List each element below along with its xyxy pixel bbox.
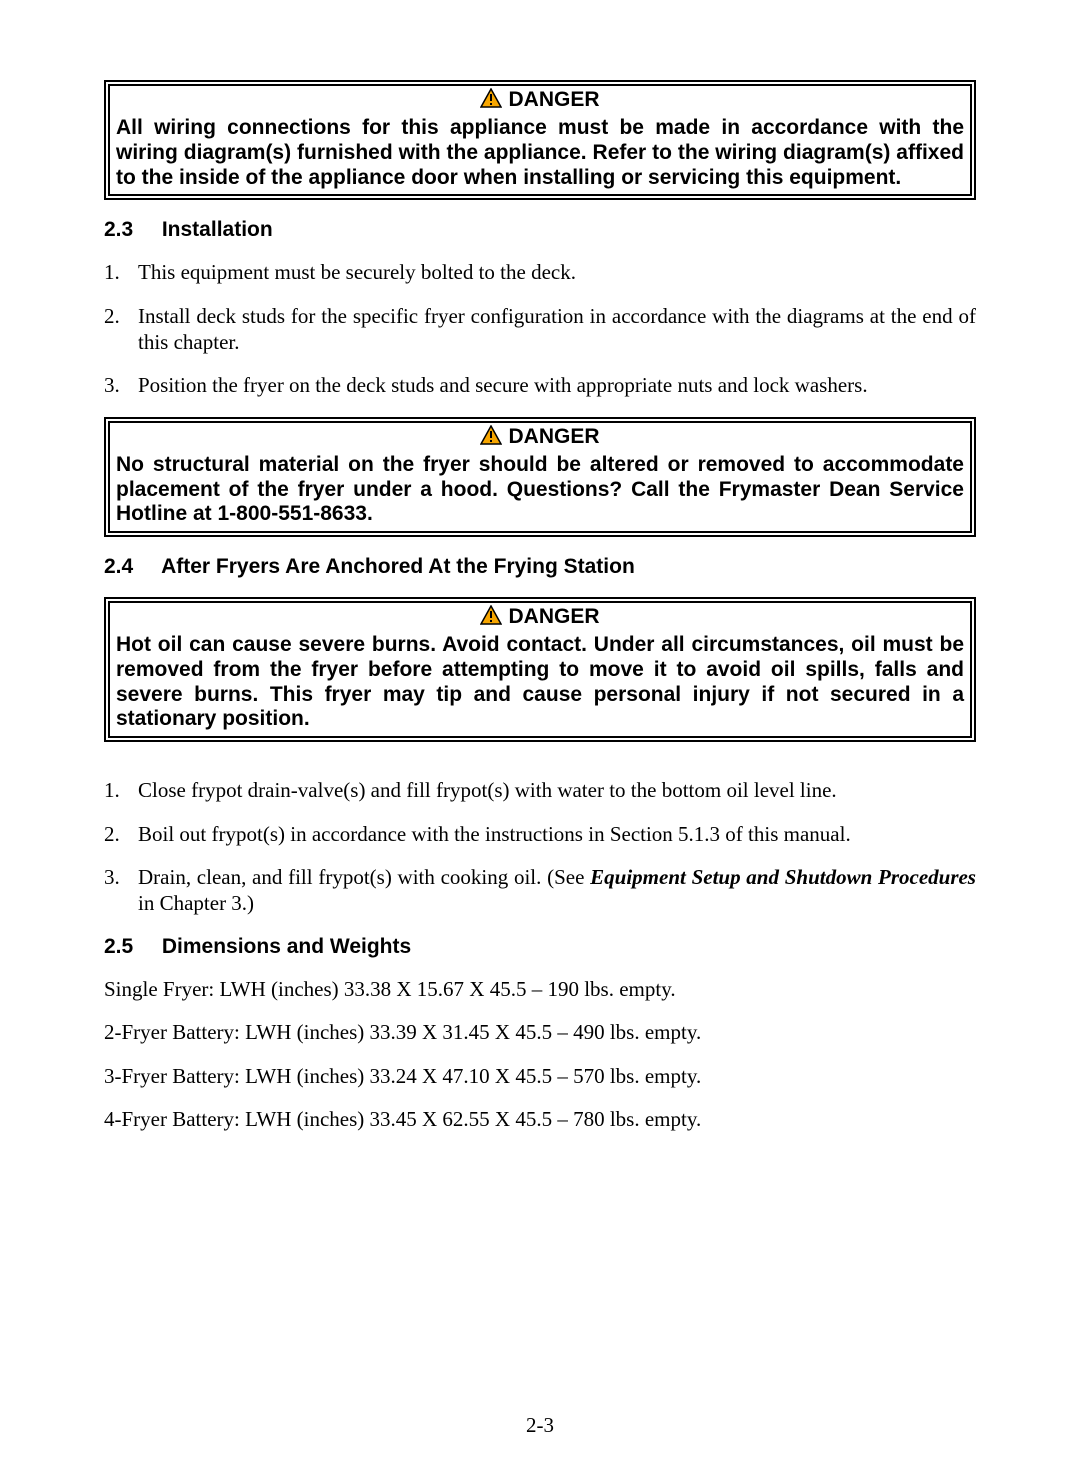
section-2-3-number: 2.3 (104, 218, 156, 242)
danger-header-3: DANGER (116, 605, 964, 631)
danger-box-3: DANGER Hot oil can cause severe burns. A… (104, 597, 976, 742)
dimension-row: Single Fryer: LWH (inches) 33.38 X 15.67… (104, 977, 976, 1003)
dimension-row: 4-Fryer Battery: LWH (inches) 33.45 X 62… (104, 1107, 976, 1133)
list-item: Drain, clean, and fill frypot(s) with co… (104, 865, 976, 916)
warning-triangle-icon (480, 88, 502, 114)
section-2-5-number: 2.5 (104, 935, 156, 959)
page: DANGER All wiring connections for this a… (0, 0, 1080, 1478)
danger-header-2: DANGER (116, 425, 964, 451)
section-2-4-title: After Fryers Are Anchored At the Frying … (161, 555, 635, 578)
list-item: Close frypot drain-valve(s) and fill fry… (104, 778, 976, 804)
list-item-text-a: Drain, clean, and fill frypot(s) with co… (138, 865, 590, 889)
section-2-4-heading: 2.4 After Fryers Are Anchored At the Fry… (104, 555, 976, 579)
danger-label-3: DANGER (508, 605, 599, 628)
danger-label-2: DANGER (508, 425, 599, 448)
warning-triangle-icon (480, 425, 502, 451)
list-item: Install deck studs for the specific frye… (104, 304, 976, 355)
section-2-4-list: Close frypot drain-valve(s) and fill fry… (104, 778, 976, 916)
list-item: This equipment must be securely bolted t… (104, 260, 976, 286)
danger-label-1: DANGER (508, 88, 599, 111)
emphasis-reference: Equipment Setup and Shutdown Procedures (590, 865, 976, 889)
section-2-3-title: Installation (162, 218, 273, 241)
page-number: 2-3 (104, 1413, 976, 1438)
danger-box-2: DANGER No structural material on the fry… (104, 417, 976, 537)
danger-text-2: No structural material on the fryer shou… (116, 453, 964, 527)
section-2-3-heading: 2.3 Installation (104, 218, 976, 242)
dimension-row: 3-Fryer Battery: LWH (inches) 33.24 X 47… (104, 1064, 976, 1090)
danger-box-1: DANGER All wiring connections for this a… (104, 80, 976, 200)
danger-text-3: Hot oil can cause severe burns. Avoid co… (116, 633, 964, 732)
list-item: Position the fryer on the deck studs and… (104, 373, 976, 399)
section-2-3-list: This equipment must be securely bolted t… (104, 260, 976, 398)
list-item-text-b: in Chapter 3.) (138, 891, 254, 915)
warning-triangle-icon (480, 605, 502, 631)
danger-header-1: DANGER (116, 88, 964, 114)
section-2-5-title: Dimensions and Weights (162, 935, 411, 958)
dimension-row: 2-Fryer Battery: LWH (inches) 33.39 X 31… (104, 1020, 976, 1046)
list-item: Boil out frypot(s) in accordance with th… (104, 822, 976, 848)
danger-text-1: All wiring connections for this applianc… (116, 116, 964, 190)
section-2-4-number: 2.4 (104, 555, 156, 579)
section-2-5-heading: 2.5 Dimensions and Weights (104, 935, 976, 959)
